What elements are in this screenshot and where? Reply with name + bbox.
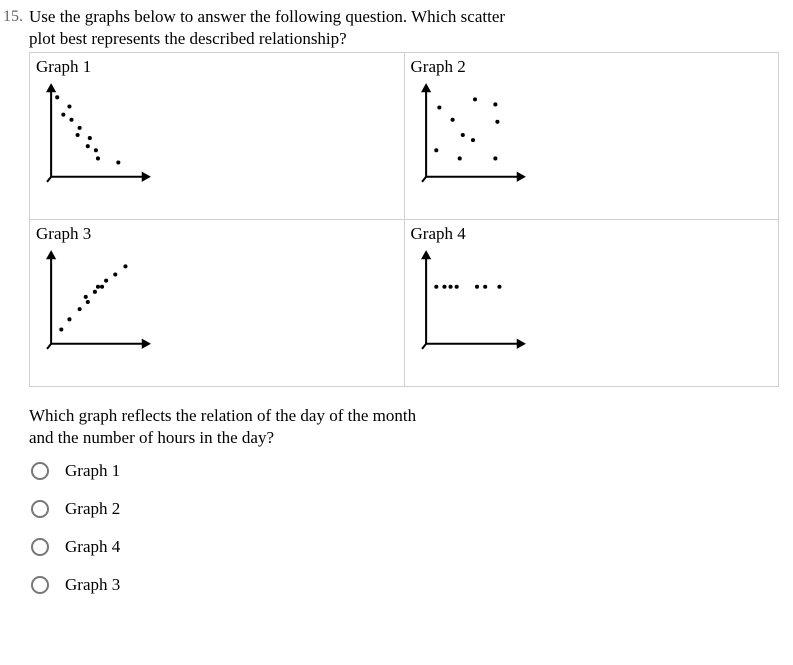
option-graph-4[interactable]: Graph 4 (31, 537, 779, 557)
graph-cell-2: Graph 2 (404, 53, 779, 220)
radio-icon (31, 500, 49, 518)
question: 15. Use the graphs below to answer the f… (0, 0, 793, 613)
radio-icon (31, 462, 49, 480)
graph-1-chart (30, 79, 404, 219)
option-label: Graph 1 (65, 461, 120, 481)
graph-cell-1: Graph 1 (30, 53, 405, 220)
answer-options: Graph 1 Graph 2 Graph 4 Graph 3 (29, 461, 779, 595)
graph-1-label: Graph 1 (30, 53, 404, 79)
graph-2-chart (405, 79, 779, 219)
graph-2-label: Graph 2 (405, 53, 779, 79)
radio-icon (31, 538, 49, 556)
option-graph-2[interactable]: Graph 2 (31, 499, 779, 519)
graph-cell-4: Graph 4 (404, 220, 779, 387)
option-label: Graph 2 (65, 499, 120, 519)
question-number: 15. (3, 6, 23, 613)
followup-line-2: and the number of hours in the day? (29, 428, 274, 447)
option-graph-3[interactable]: Graph 3 (31, 575, 779, 595)
followup-prompt: Which graph reflects the relation of the… (29, 405, 779, 449)
option-label: Graph 4 (65, 537, 120, 557)
graph-cell-3: Graph 3 (30, 220, 405, 387)
question-prompt: Use the graphs below to answer the follo… (29, 6, 779, 50)
graph-3-chart (30, 246, 404, 386)
graph-4-chart (405, 246, 779, 386)
graphs-grid: Graph 1 Graph 2 (29, 52, 779, 387)
graph-4-label: Graph 4 (405, 220, 779, 246)
followup-line-1: Which graph reflects the relation of the… (29, 406, 416, 425)
prompt-line-2: plot best represents the described relat… (29, 29, 347, 48)
graph-3-label: Graph 3 (30, 220, 404, 246)
prompt-line-1: Use the graphs below to answer the follo… (29, 7, 505, 26)
option-graph-1[interactable]: Graph 1 (31, 461, 779, 481)
radio-icon (31, 576, 49, 594)
option-label: Graph 3 (65, 575, 120, 595)
question-body: Use the graphs below to answer the follo… (29, 6, 793, 613)
